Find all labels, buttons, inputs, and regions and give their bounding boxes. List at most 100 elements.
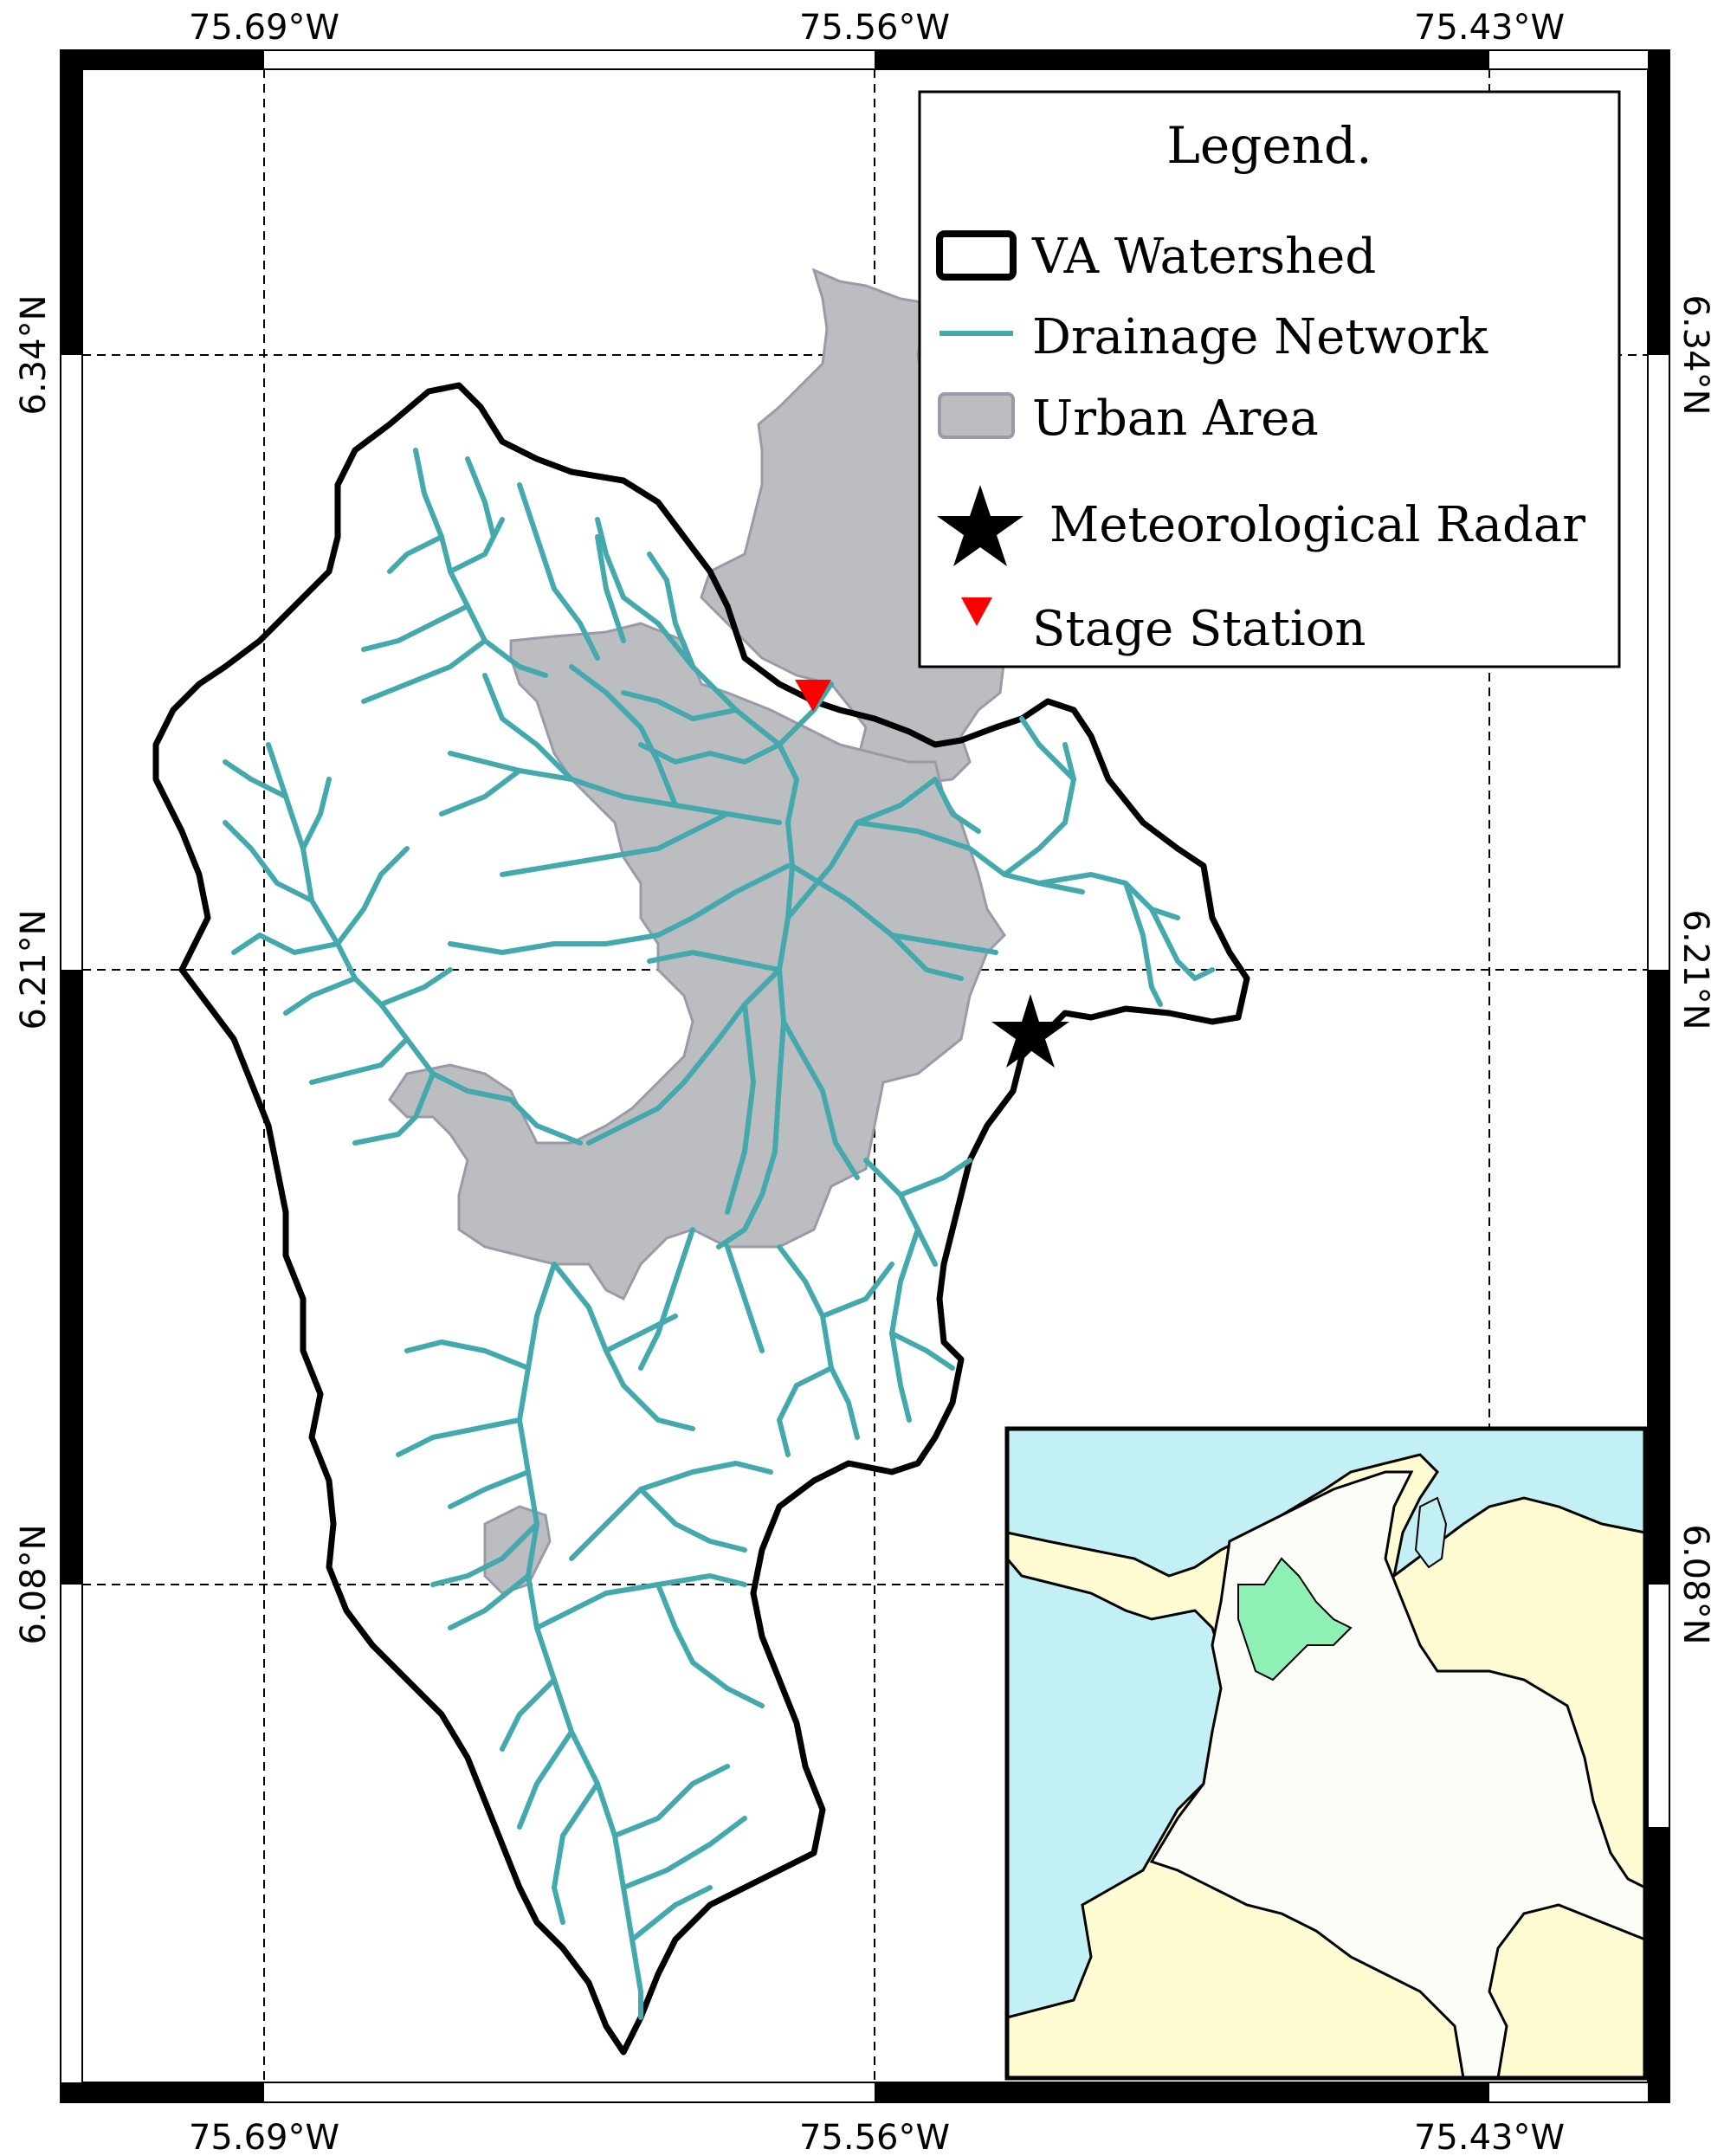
drainage-stream	[647, 552, 695, 669]
tick-label-lon-top: 75.69°W	[189, 8, 339, 48]
drainage-stream	[1149, 907, 1215, 981]
drainage-stream	[595, 517, 661, 626]
legend-watershed-swatch	[936, 230, 1017, 281]
drainage-stream	[500, 1677, 557, 1752]
inset-map	[1004, 1426, 1648, 2081]
legend-label-radar: Meteorological Radar	[1049, 497, 1585, 553]
legend-label-watershed: VA Watershed	[1031, 229, 1376, 285]
drainage-stream	[552, 1781, 600, 1925]
drainage-stream	[500, 811, 730, 877]
drainage-stream	[387, 534, 444, 574]
drainage-stream	[223, 759, 288, 799]
drainage-stream	[517, 482, 600, 661]
drainage-stream	[448, 517, 505, 574]
drainage-stream	[889, 1227, 920, 1423]
drainage-stream	[933, 777, 981, 834]
drainage-stream	[638, 1487, 747, 1552]
drainage-stream	[638, 742, 782, 765]
drainage-stream	[647, 950, 782, 972]
drainage-stream	[889, 1331, 955, 1371]
legend-label-urban: Urban Area	[1032, 391, 1319, 447]
drainage-stream	[898, 1158, 972, 1197]
legend-label-station: Stage Station	[1032, 601, 1366, 657]
drainage-stream	[630, 1885, 713, 1942]
drainage-stream	[517, 1262, 643, 2020]
drainage-stream	[777, 1365, 834, 1457]
drainage-stream	[863, 1158, 938, 1267]
drainage-stream	[361, 604, 470, 652]
urban-polygon-south	[483, 1505, 552, 1595]
drainage-stream	[569, 1461, 773, 1561]
meteorological-radar-marker	[991, 994, 1069, 1068]
drainage-stream	[404, 1339, 531, 1371]
drainage-stream	[430, 1521, 539, 1587]
drainage-stream	[396, 1417, 522, 1457]
map-frame	[60, 49, 1670, 2103]
drainage-stream	[448, 1469, 531, 1509]
tick-label-lat-right: 6.08°N	[1676, 1525, 1715, 1645]
drainage-stream	[361, 638, 487, 704]
tick-labels-left: 6.34°N 6.21°N 6.08°N	[14, 295, 54, 1645]
drainage-stream	[465, 456, 496, 539]
drainage-stream	[655, 1582, 765, 1708]
drainage-stream	[552, 1262, 695, 1431]
drainage-stream	[378, 967, 453, 1007]
drainage-stream	[820, 1262, 894, 1319]
drainage-stream	[725, 1244, 765, 1353]
tick-labels-bottom: 75.69°W 75.56°W 75.43°W	[189, 2118, 1565, 2156]
legend-star-icon	[937, 485, 1023, 566]
tick-label-lon-top: 75.43°W	[1414, 8, 1565, 48]
drainage-stream	[1019, 716, 1076, 782]
tick-label-lat-left: 6.34°N	[14, 295, 54, 416]
drainage-stream	[1123, 881, 1163, 1007]
drainage-stream	[781, 1019, 860, 1180]
inset-lake	[1414, 1496, 1448, 1569]
legend-urban-swatch	[938, 392, 1015, 439]
tick-label-lat-right: 6.34°N	[1676, 295, 1715, 416]
drainage-stream	[604, 1573, 747, 1596]
legend: Legend. VA Watershed Drainage Network Ur…	[918, 90, 1621, 668]
drainage-stream	[612, 1764, 730, 1838]
drainage-stream	[889, 933, 998, 955]
drainage-stream	[725, 1002, 756, 1215]
drainage-stream	[283, 976, 358, 1016]
tick-label-lon-bottom: 75.56°W	[799, 2118, 950, 2156]
drainage-stream	[777, 1244, 860, 1440]
drainage-stream	[448, 1573, 531, 1630]
drainage-stream	[595, 534, 626, 643]
tick-labels-top: 75.69°W 75.56°W 75.43°W	[189, 8, 1565, 48]
drainage-stream	[335, 846, 410, 946]
drainage-stream	[621, 1816, 747, 1890]
drainage-stream	[439, 768, 522, 817]
drainage-stream	[300, 777, 332, 851]
drainage-stream	[1036, 872, 1180, 920]
drainage-stream	[223, 820, 314, 903]
stage-station-marker	[795, 680, 831, 712]
inset-antioquia	[1237, 1557, 1353, 1682]
drainage-stream	[448, 863, 791, 955]
drainage-stream	[482, 673, 574, 782]
legend-box	[918, 90, 1621, 668]
drainage-stream	[569, 664, 678, 808]
drainage-stream	[855, 820, 1085, 894]
drainage-network	[223, 448, 1215, 2020]
tick-label-lat-left: 6.21°N	[14, 910, 54, 1030]
watershed-boundary	[152, 382, 1250, 2056]
tick-label-lon-top: 75.56°W	[799, 8, 950, 48]
drainage-stream	[231, 933, 340, 955]
drainage-stream	[413, 448, 548, 678]
drainage-stream	[352, 1071, 436, 1146]
tick-label-lon-bottom: 75.43°W	[1414, 2118, 1565, 2156]
drainage-stream	[638, 1227, 695, 1371]
legend-label-drainage: Drainage Network	[1032, 309, 1488, 365]
tick-label-lon-bottom: 75.69°W	[189, 2118, 339, 2156]
tick-label-lat-right: 6.21°N	[1676, 910, 1715, 1030]
legend-triangle-icon	[961, 597, 992, 626]
drainage-stream	[517, 1729, 574, 1830]
urban-area	[388, 268, 1006, 1595]
legend-title: Legend.	[1166, 116, 1372, 175]
drainage-stream	[1002, 742, 1076, 877]
tick-label-lat-left: 6.08°N	[14, 1525, 54, 1645]
drainage-stream	[604, 1314, 678, 1353]
